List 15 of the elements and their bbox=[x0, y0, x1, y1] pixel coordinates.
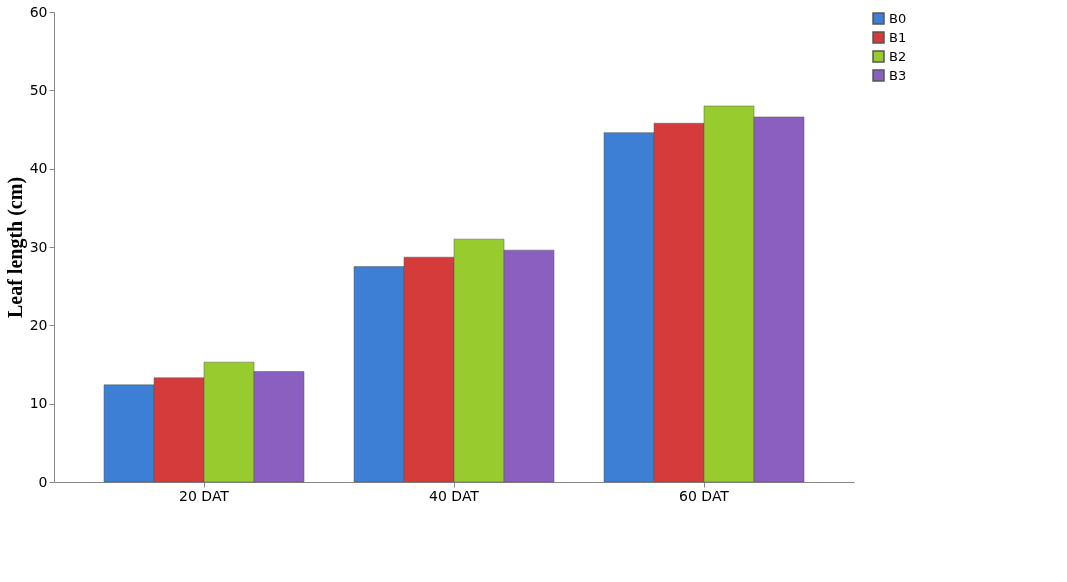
y-tick-label: 20 bbox=[29, 316, 48, 333]
legend-label: B0 bbox=[889, 10, 907, 26]
x-tick-label: 60 DAT bbox=[679, 487, 730, 504]
legend-label: B2 bbox=[889, 48, 907, 64]
y-tick-label: 50 bbox=[29, 81, 48, 98]
legend-label: B3 bbox=[889, 67, 907, 83]
y-axis-title: Leaf length (cm) bbox=[3, 176, 27, 319]
y-tick-label: 0 bbox=[38, 473, 48, 490]
y-tick-label: 60 bbox=[29, 3, 48, 20]
y-tick-label: 30 bbox=[29, 238, 48, 255]
y-tick-label: 40 bbox=[29, 160, 48, 177]
y-tick-label: 10 bbox=[29, 395, 48, 412]
x-tick-label: 40 DAT bbox=[429, 487, 480, 504]
x-tick-label: 20 DAT bbox=[179, 487, 230, 504]
legend-label: B1 bbox=[889, 29, 907, 45]
